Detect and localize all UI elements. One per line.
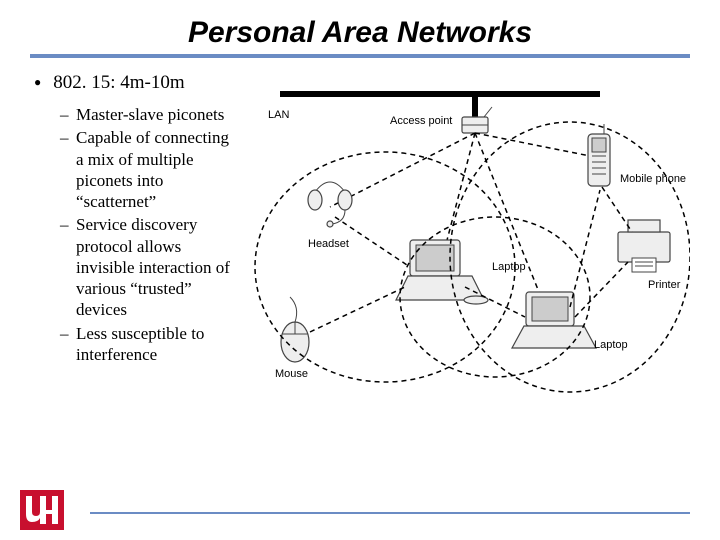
device-mouse: [281, 297, 309, 362]
label-laptop-2: Laptop: [594, 339, 628, 351]
bullet-lvl2: Service discovery protocol allows invisi…: [60, 214, 230, 320]
label-printer: Printer: [648, 279, 681, 291]
bullet-list: 802. 15: 4m-10m Master-slave piconets Ca…: [30, 72, 230, 452]
network-diagram: LAN Access point: [240, 72, 690, 452]
device-laptop-1: [396, 240, 488, 304]
label-laptop-1: Laptop: [492, 261, 526, 273]
footer-rule: [90, 512, 690, 514]
uh-logo-icon: [20, 490, 64, 530]
label-lan: LAN: [268, 109, 289, 121]
device-headset: [308, 182, 352, 227]
bullet-lvl1: 802. 15: 4m-10m: [53, 72, 184, 93]
label-access-point: Access point: [390, 115, 452, 127]
label-headset: Headset: [308, 238, 349, 250]
bullet-lvl2: Capable of connecting a mix of multiple …: [60, 127, 230, 212]
title-rule: [30, 54, 690, 58]
device-laptop-2: [512, 292, 596, 348]
label-mouse: Mouse: [275, 368, 308, 380]
label-mobile: Mobile phone: [620, 173, 686, 185]
bullet-lvl2: Master-slave piconets: [60, 104, 230, 125]
slide-title: Personal Area Networks: [30, 16, 690, 50]
device-mobile: [588, 124, 610, 186]
bullet-lvl2: Less susceptible to interference: [60, 323, 230, 366]
